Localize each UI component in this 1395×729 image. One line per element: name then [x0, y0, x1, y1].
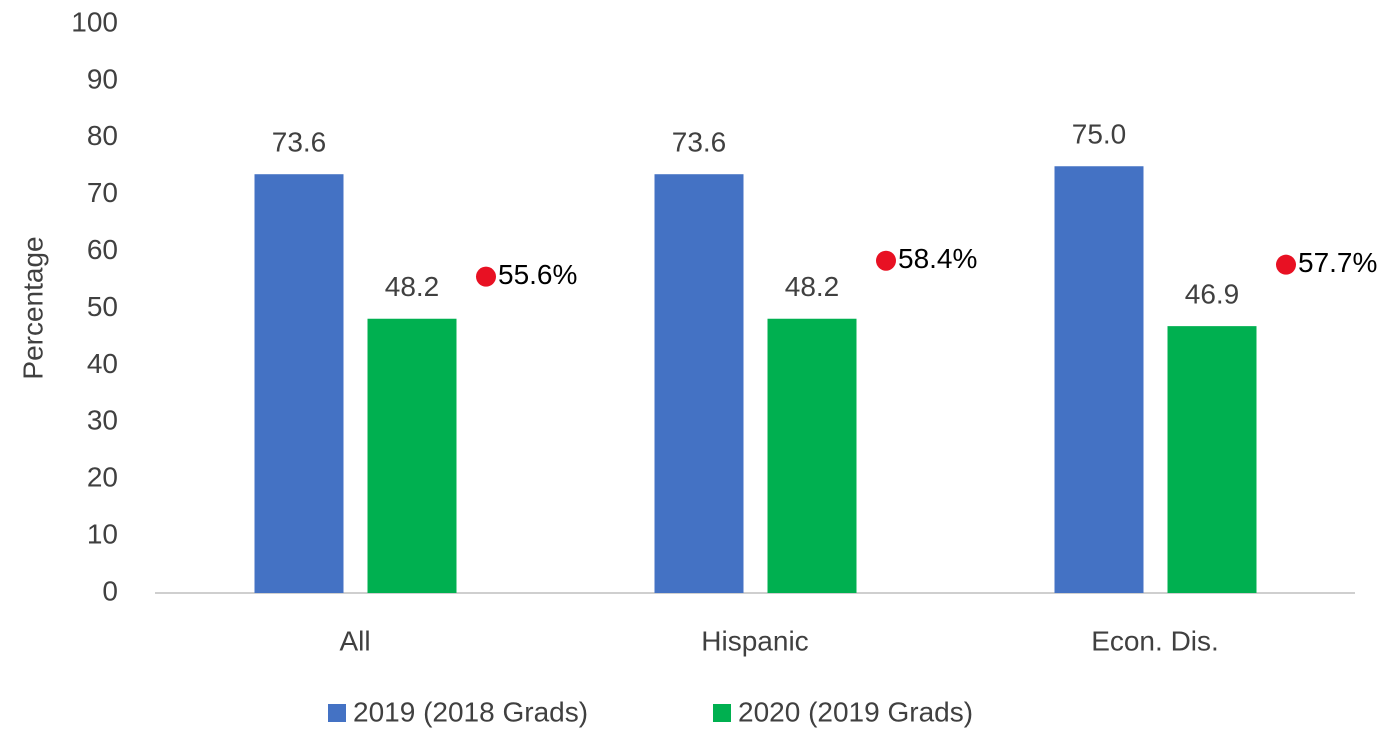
- x-tick-label: Hispanic: [701, 625, 808, 656]
- bar: [1167, 326, 1257, 593]
- y-tick-label: 30: [87, 405, 118, 436]
- data-label: 46.9: [1185, 279, 1240, 310]
- marker-label: 57.7%: [1298, 247, 1377, 278]
- y-tick-label: 40: [87, 348, 118, 379]
- y-tick-label: 20: [87, 462, 118, 493]
- y-tick-label: 50: [87, 291, 118, 322]
- data-label: 75.0: [1072, 119, 1127, 150]
- bar: [767, 318, 857, 593]
- x-tick-label: All: [339, 625, 370, 656]
- y-tick-label: 10: [87, 518, 118, 549]
- data-label: 48.2: [785, 271, 840, 302]
- marker: [1276, 254, 1296, 275]
- data-label: 73.6: [272, 127, 327, 158]
- y-tick-label: 90: [87, 63, 118, 94]
- legend-swatch: [328, 704, 346, 722]
- bar: [254, 174, 344, 593]
- bar: [654, 174, 744, 593]
- data-label: 48.2: [385, 271, 440, 302]
- y-tick-label: 80: [87, 120, 118, 151]
- legend-label: 2020 (2019 Grads): [738, 696, 973, 727]
- y-tick-label: 0: [102, 575, 118, 606]
- y-axis-label: Percentage: [17, 236, 48, 379]
- x-tick-label: Econ. Dis.: [1091, 625, 1219, 656]
- bar: [367, 318, 457, 593]
- legend-label: 2019 (2018 Grads): [353, 696, 588, 727]
- marker-label: 58.4%: [898, 243, 977, 274]
- y-tick-label: 100: [71, 6, 118, 37]
- marker-label: 55.6%: [498, 259, 577, 290]
- marker: [876, 250, 896, 271]
- data-label: 73.6: [672, 127, 727, 158]
- legend-swatch: [713, 704, 731, 722]
- bar: [1054, 166, 1144, 593]
- y-tick-label: 60: [87, 234, 118, 265]
- marker: [476, 266, 496, 287]
- y-tick-label: 70: [87, 177, 118, 208]
